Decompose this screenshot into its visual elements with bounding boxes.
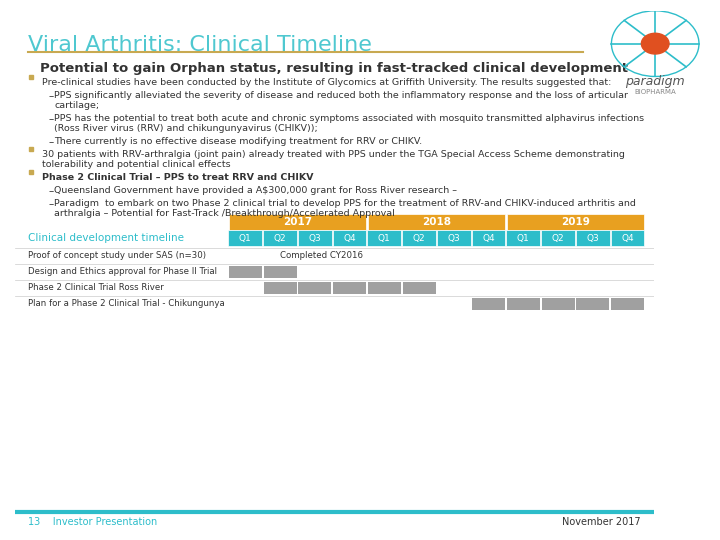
FancyBboxPatch shape	[541, 298, 575, 310]
FancyBboxPatch shape	[611, 230, 644, 246]
FancyBboxPatch shape	[228, 230, 262, 246]
Text: 13    Investor Presentation: 13 Investor Presentation	[28, 517, 158, 527]
FancyBboxPatch shape	[541, 230, 575, 246]
Text: –: –	[49, 91, 54, 101]
Text: Q2: Q2	[274, 233, 287, 242]
FancyBboxPatch shape	[298, 230, 332, 246]
Text: arthralgia – Potential for Fast-Track /Breakthrough/Accelerated Approval: arthralgia – Potential for Fast-Track /B…	[54, 209, 395, 218]
Text: paradigm: paradigm	[626, 75, 685, 88]
Text: –: –	[49, 114, 54, 124]
Text: Q1: Q1	[378, 233, 391, 242]
Text: Paradigm  to embark on two Phase 2 clinical trial to develop PPS for the treatme: Paradigm to embark on two Phase 2 clinic…	[54, 199, 636, 208]
FancyBboxPatch shape	[264, 282, 297, 294]
Text: Q3: Q3	[447, 233, 460, 242]
Text: cartilage;: cartilage;	[54, 101, 99, 110]
FancyBboxPatch shape	[472, 230, 505, 246]
Text: BIOPHARMA: BIOPHARMA	[634, 89, 676, 95]
FancyBboxPatch shape	[368, 282, 401, 294]
Text: –: –	[49, 199, 54, 209]
FancyBboxPatch shape	[506, 230, 540, 246]
FancyBboxPatch shape	[507, 298, 540, 310]
Text: Q1: Q1	[239, 233, 252, 242]
FancyBboxPatch shape	[507, 214, 644, 230]
Text: Queensland Government have provided a A$300,000 grant for Ross River research –: Queensland Government have provided a A$…	[54, 186, 457, 195]
Text: Q2: Q2	[413, 233, 426, 242]
Text: Proof of concept study under SAS (n=30): Proof of concept study under SAS (n=30)	[28, 252, 207, 260]
FancyBboxPatch shape	[402, 282, 436, 294]
Text: PPS has the potential to treat both acute and chronic symptoms associated with m: PPS has the potential to treat both acut…	[54, 114, 644, 123]
Bar	[30, 170, 32, 174]
Text: Clinical development timeline: Clinical development timeline	[28, 233, 184, 243]
Text: Q3: Q3	[586, 233, 599, 242]
Text: Q2: Q2	[552, 233, 564, 242]
Text: Plan for a Phase 2 Clinical Trial - Chikungunya: Plan for a Phase 2 Clinical Trial - Chik…	[28, 300, 225, 308]
FancyBboxPatch shape	[229, 214, 366, 230]
Text: Q4: Q4	[343, 233, 356, 242]
Text: –: –	[49, 137, 54, 147]
FancyBboxPatch shape	[402, 230, 436, 246]
Text: Q3: Q3	[308, 233, 321, 242]
FancyBboxPatch shape	[472, 298, 505, 310]
Text: Phase 2 Clinical Trial – PPS to treat RRV and CHIKV: Phase 2 Clinical Trial – PPS to treat RR…	[42, 173, 313, 182]
Text: November 2017: November 2017	[562, 517, 641, 527]
FancyBboxPatch shape	[576, 230, 610, 246]
Text: Viral Arthritis: Clinical Timeline: Viral Arthritis: Clinical Timeline	[28, 35, 372, 55]
Text: Q1: Q1	[517, 233, 530, 242]
Text: 2018: 2018	[422, 217, 451, 227]
Text: 30 patients with RRV-arthralgia (joint pain) already treated with PPS under the : 30 patients with RRV-arthralgia (joint p…	[42, 150, 624, 159]
Text: PPS significantly alleviated the severity of disease and reduced both the inflam: PPS significantly alleviated the severit…	[54, 91, 628, 100]
Text: Pre-clinical studies have been conducted by the Institute of Glycomics at Griffi: Pre-clinical studies have been conducted…	[42, 78, 611, 87]
Text: Q4: Q4	[621, 233, 634, 242]
FancyBboxPatch shape	[229, 266, 262, 278]
Text: There currently is no effective disease modifying treatment for RRV or CHIKV.: There currently is no effective disease …	[54, 137, 422, 146]
Circle shape	[642, 33, 669, 54]
FancyBboxPatch shape	[264, 266, 297, 278]
Text: 2017: 2017	[283, 217, 312, 227]
Bar	[30, 75, 32, 79]
Text: Q4: Q4	[482, 233, 495, 242]
Text: (Ross River virus (RRV) and chikungunyavirus (CHIKV));: (Ross River virus (RRV) and chikungunyav…	[54, 124, 318, 133]
Text: tolerability and potential clinical effects: tolerability and potential clinical effe…	[42, 160, 230, 169]
Text: –: –	[49, 186, 54, 196]
FancyBboxPatch shape	[576, 298, 609, 310]
Text: Design and Ethics approval for Phase II Trial: Design and Ethics approval for Phase II …	[28, 267, 217, 276]
FancyBboxPatch shape	[298, 282, 331, 294]
FancyBboxPatch shape	[333, 230, 366, 246]
FancyBboxPatch shape	[368, 214, 505, 230]
FancyBboxPatch shape	[263, 230, 297, 246]
FancyBboxPatch shape	[367, 230, 401, 246]
Text: Completed CY2016: Completed CY2016	[280, 252, 363, 260]
Text: 2019: 2019	[561, 217, 590, 227]
Text: Phase 2 Clinical Trial Ross River: Phase 2 Clinical Trial Ross River	[28, 284, 164, 293]
FancyBboxPatch shape	[437, 230, 471, 246]
Bar	[30, 147, 32, 151]
FancyBboxPatch shape	[611, 298, 644, 310]
FancyBboxPatch shape	[333, 282, 366, 294]
Text: Potential to gain Orphan status, resulting in fast-tracked clinical development: Potential to gain Orphan status, resulti…	[40, 62, 629, 75]
